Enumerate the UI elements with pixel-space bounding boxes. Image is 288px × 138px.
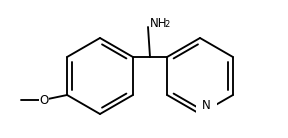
Text: N: N — [202, 99, 211, 112]
Text: O: O — [39, 95, 49, 108]
Text: NH: NH — [150, 17, 168, 30]
Text: 2: 2 — [164, 20, 169, 29]
